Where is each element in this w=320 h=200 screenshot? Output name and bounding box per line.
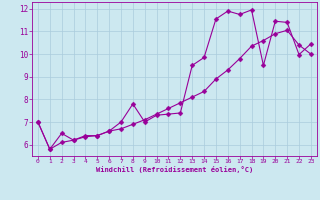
X-axis label: Windchill (Refroidissement éolien,°C): Windchill (Refroidissement éolien,°C) bbox=[96, 166, 253, 173]
